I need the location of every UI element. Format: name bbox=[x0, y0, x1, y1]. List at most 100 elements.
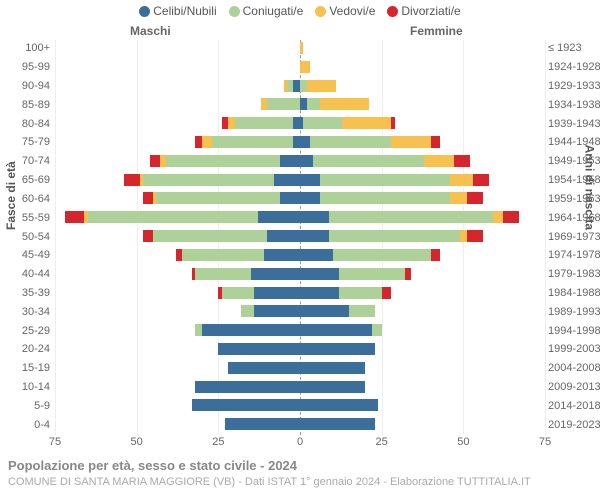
bar-segment-female bbox=[300, 174, 320, 186]
chart-plot bbox=[55, 40, 545, 435]
birth-year-label: ≤ 1923 bbox=[548, 42, 600, 54]
pyramid-row bbox=[55, 153, 545, 172]
bar-segment-female bbox=[503, 211, 519, 223]
bar-segment-female bbox=[329, 230, 460, 242]
bar-segment-female bbox=[300, 42, 303, 54]
x-tick: 25 bbox=[212, 436, 224, 448]
age-label: 65-69 bbox=[0, 174, 50, 186]
age-label: 85-89 bbox=[0, 99, 50, 111]
birth-year-label: 1939-1943 bbox=[548, 118, 600, 130]
bar-segment-female bbox=[300, 230, 329, 242]
bar-segment-male bbox=[160, 155, 167, 167]
bar-segment-female bbox=[372, 324, 382, 336]
birth-year-label: 2004-2008 bbox=[548, 362, 600, 374]
age-label: 0-4 bbox=[0, 419, 50, 431]
bar-segment-male bbox=[254, 287, 300, 299]
age-label: 90-94 bbox=[0, 80, 50, 92]
birth-year-label: 1969-1973 bbox=[548, 231, 600, 243]
birth-year-label: 1949-1953 bbox=[548, 155, 600, 167]
bar-segment-male bbox=[222, 287, 255, 299]
bar-segment-female bbox=[329, 211, 492, 223]
female-label: Femmine bbox=[410, 24, 463, 38]
bar-segment-female bbox=[339, 268, 404, 280]
birth-year-label: 2019-2023 bbox=[548, 419, 600, 431]
bar-segment-male bbox=[124, 174, 140, 186]
pyramid-row bbox=[55, 40, 545, 59]
bar-segment-female bbox=[391, 136, 430, 148]
bar-segment-female bbox=[300, 268, 339, 280]
pyramid-row bbox=[55, 78, 545, 97]
bar-segment-female bbox=[303, 117, 342, 129]
birth-year-label: 2009-2013 bbox=[548, 381, 600, 393]
legend: Celibi/NubiliConiugati/eVedovi/eDivorzia… bbox=[0, 4, 600, 18]
x-tick: 50 bbox=[457, 436, 469, 448]
pyramid-row bbox=[55, 285, 545, 304]
birth-year-label: 1994-1998 bbox=[548, 325, 600, 337]
bar-segment-male bbox=[202, 324, 300, 336]
bar-segment-female bbox=[300, 61, 310, 73]
bar-segment-male bbox=[195, 324, 202, 336]
birth-year-label: 1959-1963 bbox=[548, 193, 600, 205]
bar-segment-male bbox=[140, 174, 143, 186]
bar-segment-male bbox=[84, 211, 87, 223]
bar-segment-female bbox=[493, 211, 503, 223]
bar-segment-female bbox=[339, 287, 381, 299]
legend-item: Vedovi/e bbox=[315, 4, 375, 18]
bar-segment-male bbox=[195, 268, 251, 280]
bar-segment-female bbox=[300, 287, 339, 299]
bar-segment-female bbox=[300, 324, 372, 336]
male-label: Maschi bbox=[130, 24, 171, 38]
bar-segment-female bbox=[467, 192, 483, 204]
bar-segment-female bbox=[473, 174, 489, 186]
bar-segment-female bbox=[320, 174, 451, 186]
bar-segment-male bbox=[280, 155, 300, 167]
bar-segment-male bbox=[228, 362, 300, 374]
bar-segment-male bbox=[225, 418, 300, 430]
pyramid-row bbox=[55, 134, 545, 153]
chart-subtitle: COMUNE DI SANTA MARIA MAGGIORE (VB) - Da… bbox=[8, 476, 531, 488]
bar-segment-female bbox=[300, 343, 375, 355]
age-label: 50-54 bbox=[0, 231, 50, 243]
bar-segment-female bbox=[391, 117, 394, 129]
age-label: 75-79 bbox=[0, 136, 50, 148]
bar-segment-male bbox=[176, 249, 183, 261]
bar-segment-female bbox=[300, 211, 329, 223]
x-tick: 75 bbox=[49, 436, 61, 448]
bar-segment-male bbox=[153, 192, 156, 204]
bar-segment-female bbox=[300, 362, 365, 374]
bar-segment-female bbox=[382, 287, 392, 299]
bar-segment-male bbox=[150, 155, 160, 167]
bar-segment-female bbox=[300, 136, 310, 148]
bar-segment-female bbox=[300, 399, 378, 411]
age-label: 95-99 bbox=[0, 61, 50, 73]
birth-year-label: 1974-1978 bbox=[548, 249, 600, 261]
pyramid-row bbox=[55, 228, 545, 247]
bar-segment-female bbox=[320, 192, 451, 204]
birth-year-label: 2014-2018 bbox=[548, 400, 600, 412]
bar-segment-male bbox=[195, 136, 202, 148]
age-label: 80-84 bbox=[0, 118, 50, 130]
bar-segment-male bbox=[143, 230, 153, 242]
x-tick: 75 bbox=[539, 436, 551, 448]
pyramid-row bbox=[55, 360, 545, 379]
bar-segment-female bbox=[431, 249, 441, 261]
age-label: 30-34 bbox=[0, 306, 50, 318]
age-label: 45-49 bbox=[0, 249, 50, 261]
bar-segment-male bbox=[293, 80, 300, 92]
bar-segment-male bbox=[293, 136, 300, 148]
pyramid-row bbox=[55, 303, 545, 322]
bar-segment-male bbox=[264, 249, 300, 261]
bar-segment-male bbox=[287, 80, 294, 92]
pyramid-row bbox=[55, 397, 545, 416]
pyramid-row bbox=[55, 416, 545, 435]
bar-segment-male bbox=[143, 174, 274, 186]
bar-segment-male bbox=[267, 98, 300, 110]
bar-segment-female bbox=[349, 305, 375, 317]
bar-segment-female bbox=[313, 155, 424, 167]
bar-segment-male bbox=[228, 117, 235, 129]
bar-segment-male bbox=[65, 211, 85, 223]
bar-segment-female bbox=[300, 305, 349, 317]
bar-segment-male bbox=[212, 136, 294, 148]
pyramid-row bbox=[55, 322, 545, 341]
pyramid-row bbox=[55, 247, 545, 266]
